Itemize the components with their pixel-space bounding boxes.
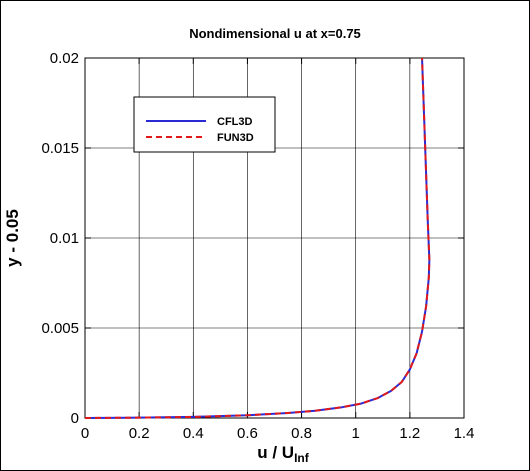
x-axis-label: u / UInf bbox=[257, 443, 310, 465]
legend-label-cfl3d: CFL3D bbox=[217, 116, 253, 128]
legend-box bbox=[133, 96, 276, 153]
x-tick-label: 1.2 bbox=[399, 425, 420, 442]
ticks: 0 0.2 0.4 0.6 0.8 1 1.2 1.4 0 0.005 0.01 0.015 0.02 bbox=[41, 50, 474, 442]
legend: CFL3D FUN3D bbox=[133, 96, 276, 153]
x-axis-label-subscript: Inf bbox=[294, 451, 310, 465]
y-tick-label: 0 bbox=[71, 410, 79, 427]
chart-title: Nondimensional u at x=0.75 bbox=[189, 26, 361, 41]
y-tick-label: 0.01 bbox=[50, 230, 79, 247]
x-tick-label: 0.4 bbox=[183, 425, 204, 442]
y-tick-label: 0.005 bbox=[41, 320, 79, 337]
series-line-fun3d bbox=[84, 57, 431, 419]
x-tick-label: 0 bbox=[81, 425, 89, 442]
series-group bbox=[84, 57, 431, 419]
x-axis-label-main: u / U bbox=[257, 443, 294, 462]
x-tick-label: 0.6 bbox=[237, 425, 258, 442]
y-axis-label: y - 0.05 bbox=[3, 209, 22, 267]
x-tick-label: 1 bbox=[352, 425, 360, 442]
x-tick-label: 0.8 bbox=[291, 425, 312, 442]
y-tick-label: 0.015 bbox=[41, 140, 79, 157]
x-tick-label: 1.4 bbox=[454, 425, 475, 442]
legend-label-fun3d: FUN3D bbox=[217, 132, 254, 144]
x-tick-label: 0.2 bbox=[129, 425, 150, 442]
y-tick-label: 0.02 bbox=[50, 50, 79, 67]
